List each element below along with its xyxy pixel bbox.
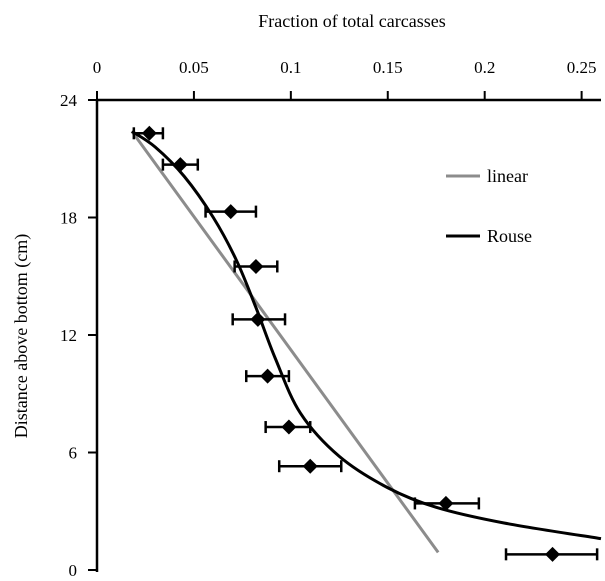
legend-label: Rouse bbox=[487, 226, 532, 246]
legend-label: linear bbox=[487, 166, 528, 186]
series-line-linear bbox=[130, 130, 440, 554]
diamond-marker bbox=[260, 368, 276, 384]
y-axis-title: Distance above bottom (cm) bbox=[11, 234, 32, 438]
x-axis-title: Fraction of total carcasses bbox=[258, 11, 445, 31]
y-tick-label: 6 bbox=[69, 444, 78, 463]
data-point bbox=[504, 546, 599, 562]
series-line-rouse bbox=[131, 130, 602, 541]
diamond-marker bbox=[172, 157, 188, 173]
data-points bbox=[132, 125, 599, 562]
legend: linear Rouse bbox=[446, 166, 532, 246]
diamond-marker bbox=[281, 419, 297, 435]
diamond-marker bbox=[248, 258, 264, 274]
data-point bbox=[277, 458, 343, 474]
data-point bbox=[132, 125, 165, 141]
y-tick-label: 12 bbox=[60, 326, 77, 345]
y-tick-label: 24 bbox=[60, 91, 78, 110]
y-tick-label: 18 bbox=[60, 209, 77, 228]
fit-lines bbox=[130, 130, 602, 554]
diamond-marker bbox=[250, 311, 266, 327]
diamond-marker bbox=[438, 495, 454, 511]
x-axis: 0 0.05 0.1 0.15 0.2 0.25 bbox=[93, 58, 601, 102]
data-point bbox=[231, 311, 287, 327]
x-tick-label: 0 bbox=[93, 58, 102, 77]
x-tick-label: 0.2 bbox=[474, 58, 495, 77]
x-tick-label: 0.05 bbox=[179, 58, 209, 77]
y-tick-label: 0 bbox=[69, 561, 78, 580]
x-tick-label: 0.25 bbox=[567, 58, 597, 77]
x-tick-label: 0.1 bbox=[280, 58, 301, 77]
data-point bbox=[264, 419, 312, 435]
data-point bbox=[161, 157, 200, 173]
diamond-marker bbox=[141, 125, 157, 141]
diamond-marker bbox=[223, 204, 239, 220]
data-point bbox=[233, 258, 279, 274]
legend-item-linear: linear bbox=[446, 166, 528, 186]
legend-item-rouse: Rouse bbox=[446, 226, 532, 246]
diamond-marker bbox=[545, 546, 561, 562]
data-point bbox=[245, 368, 291, 384]
data-point bbox=[204, 204, 258, 220]
y-axis: 0 6 12 18 24 bbox=[60, 91, 99, 580]
x-tick-label: 0.15 bbox=[373, 58, 403, 77]
diamond-marker bbox=[302, 458, 318, 474]
data-point bbox=[413, 495, 481, 511]
